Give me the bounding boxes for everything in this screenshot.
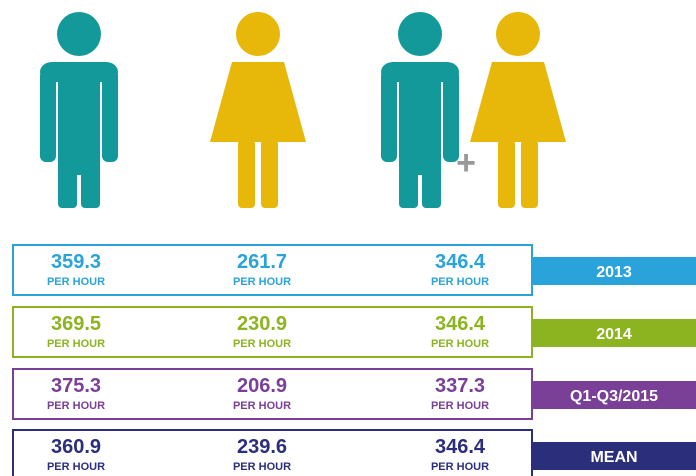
female-icon-pair bbox=[470, 12, 566, 208]
value: 346.4 bbox=[435, 313, 486, 335]
unit: PER HOUR bbox=[431, 461, 489, 473]
unit: PER HOUR bbox=[47, 461, 105, 473]
value: 369.5 bbox=[51, 313, 101, 335]
male-icon-pair bbox=[381, 12, 459, 208]
female-icon bbox=[210, 12, 306, 208]
row-label: MEAN bbox=[590, 449, 637, 466]
row-box bbox=[12, 429, 533, 476]
row-label-tab bbox=[533, 381, 696, 409]
unit: PER HOUR bbox=[431, 276, 489, 288]
row-label: 2013 bbox=[596, 264, 632, 281]
unit: PER HOUR bbox=[233, 400, 291, 412]
plus-sign: + bbox=[456, 144, 476, 182]
row-label-tab bbox=[533, 442, 696, 470]
unit: PER HOUR bbox=[47, 338, 105, 350]
value: 359.3 bbox=[51, 251, 101, 273]
unit: PER HOUR bbox=[47, 400, 105, 412]
unit: PER HOUR bbox=[47, 276, 105, 288]
value: 346.4 bbox=[435, 436, 486, 458]
value: 375.3 bbox=[51, 375, 101, 397]
row-box bbox=[12, 306, 533, 358]
unit: PER HOUR bbox=[431, 338, 489, 350]
row-label: Q1-Q3/2015 bbox=[570, 388, 658, 405]
value: 230.9 bbox=[237, 313, 287, 335]
row-label-tab bbox=[533, 319, 696, 347]
value: 239.6 bbox=[237, 436, 287, 458]
value: 346.4 bbox=[435, 251, 486, 273]
row-box bbox=[12, 368, 533, 420]
unit: PER HOUR bbox=[431, 400, 489, 412]
value: 206.9 bbox=[237, 375, 287, 397]
value: 337.3 bbox=[435, 375, 485, 397]
row-label-tab bbox=[533, 257, 696, 285]
unit: PER HOUR bbox=[233, 461, 291, 473]
row-label: 2014 bbox=[596, 326, 632, 343]
row-box bbox=[12, 244, 533, 296]
unit: PER HOUR bbox=[233, 276, 291, 288]
male-icon bbox=[40, 12, 118, 208]
value: 360.9 bbox=[51, 436, 101, 458]
value: 261.7 bbox=[237, 251, 287, 273]
unit: PER HOUR bbox=[233, 338, 291, 350]
